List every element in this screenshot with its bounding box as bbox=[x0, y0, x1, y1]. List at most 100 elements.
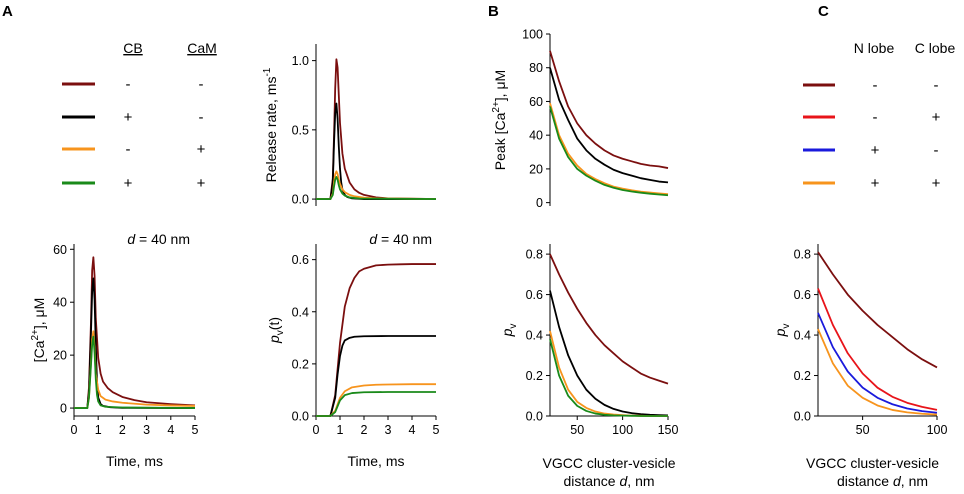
y-tick-label: 0.5 bbox=[292, 123, 309, 137]
x-tick-label: 100 bbox=[612, 423, 633, 437]
x-tick-label: 4 bbox=[167, 423, 174, 437]
y-tick-label: 0.6 bbox=[526, 288, 543, 302]
y-tick-label: 60 bbox=[53, 243, 67, 257]
series-line-3 bbox=[817, 328, 938, 416]
y-tick-label: 0.4 bbox=[526, 329, 543, 343]
x-tick-label: 0 bbox=[313, 423, 320, 437]
annotation-distance: d = 40 nm bbox=[127, 231, 190, 247]
series-line-2 bbox=[549, 330, 668, 417]
series-line-0 bbox=[74, 256, 196, 409]
x-axis-label: Time, ms bbox=[347, 453, 404, 469]
annotation-distance: d = 40 nm bbox=[369, 231, 432, 247]
series-line-3 bbox=[316, 176, 437, 200]
y-axis-label: pv bbox=[499, 324, 519, 338]
x-axis-label-line2: distance d, nm bbox=[837, 473, 928, 489]
x-tick-label: 3 bbox=[143, 423, 150, 437]
legend-a-sign-3-0: + bbox=[124, 175, 133, 192]
x-axis-label: VGCC cluster-vesicle bbox=[806, 455, 939, 471]
y-tick-label: 0.2 bbox=[292, 357, 309, 371]
legend-a-sign-0-1: - bbox=[199, 76, 204, 93]
x-tick-label: 2 bbox=[119, 423, 126, 437]
legend-c-sign-2-1: - bbox=[934, 142, 939, 159]
series-line-3 bbox=[316, 391, 436, 417]
x-tick-label: 50 bbox=[570, 423, 584, 437]
y-tick-label: 1.0 bbox=[292, 54, 309, 68]
legend-c-rows: - - - + + - + + bbox=[803, 77, 941, 192]
legend-a-sign-3-1: + bbox=[197, 175, 206, 192]
x-tick-label: 150 bbox=[658, 423, 679, 437]
chart-calcium-time: 0 20 40 60 0 1 2 3 4 5 Time, ms [Ca2+], μM d = 40 nm bbox=[30, 231, 199, 469]
panel-letter-c: C bbox=[818, 3, 829, 20]
panel-letter-b: B bbox=[488, 3, 499, 20]
series-line-1 bbox=[817, 288, 938, 411]
y-tick-label: 0.0 bbox=[292, 193, 309, 207]
y-tick-label: 20 bbox=[529, 162, 543, 176]
legend-c-sign-0-0: - bbox=[873, 77, 878, 94]
x-tick-label: 100 bbox=[927, 423, 948, 437]
legend-c-sign-1-1: + bbox=[932, 109, 941, 126]
legend-a: CB CaM - - + - - + + + bbox=[62, 40, 217, 192]
x-tick-label: 3 bbox=[385, 423, 392, 437]
y-tick-label: 0.2 bbox=[794, 369, 811, 383]
chart-pv-distance-c: 0.0 0.2 0.4 0.6 0.8 50 100 VGCC cluster-vesicle… bbox=[772, 244, 947, 489]
legend-c-sign-3-1: + bbox=[932, 175, 941, 192]
y-tick-label: 0.4 bbox=[794, 329, 811, 343]
legend-a-sign-0-0: - bbox=[126, 76, 131, 93]
x-tick-label: 5 bbox=[192, 423, 199, 437]
y-tick-label: 100 bbox=[522, 28, 543, 42]
y-tick-label: 0.8 bbox=[794, 248, 811, 262]
y-tick-label: 0 bbox=[60, 402, 67, 416]
series-line-3 bbox=[549, 106, 669, 197]
y-axis-label: pv(t) bbox=[266, 317, 286, 344]
legend-a-header-cam: CaM bbox=[187, 40, 217, 56]
legend-a-sign-2-0: - bbox=[126, 141, 131, 158]
y-axis-label: Release rate, ms-1 bbox=[262, 67, 279, 182]
series-line-0 bbox=[549, 253, 669, 385]
series-line-0 bbox=[316, 263, 436, 417]
series-line-2 bbox=[549, 102, 669, 196]
y-tick-label: 0.8 bbox=[526, 248, 543, 262]
y-tick-label: 20 bbox=[53, 349, 67, 363]
series-line-2 bbox=[817, 312, 938, 414]
y-tick-label: 60 bbox=[529, 95, 543, 109]
legend-c-header-n-lobe: N lobe bbox=[854, 40, 895, 56]
y-axis-label: Peak [Ca2+], μM bbox=[491, 70, 508, 170]
legend-c-sign-0-1: - bbox=[934, 77, 939, 94]
legend-c-sign-2-0: + bbox=[871, 142, 880, 159]
x-tick-label: 0 bbox=[71, 423, 78, 437]
series-line-3 bbox=[74, 335, 196, 409]
chart-pv-time: 0.0 0.2 0.4 0.6 0 1 2 3 4 5 Time, ms pv(t) d = 40 nm bbox=[266, 231, 440, 469]
chart-pv-distance-b: 0.0 0.2 0.4 0.6 0.8 50 100 150 VGCC cluster-vesi… bbox=[499, 244, 678, 489]
x-tick-label: 50 bbox=[856, 423, 870, 437]
legend-a-sign-1-1: - bbox=[199, 109, 204, 126]
series-line-3 bbox=[549, 338, 668, 417]
x-axis-label: Time, ms bbox=[106, 453, 163, 469]
panel-letter-a: A bbox=[2, 3, 13, 20]
series-line-0 bbox=[817, 251, 938, 369]
legend-c-sign-3-0: + bbox=[871, 175, 880, 192]
x-tick-label: 1 bbox=[95, 423, 102, 437]
legend-a-rows: - - + - - + + + bbox=[62, 76, 206, 192]
series-line-0 bbox=[549, 50, 669, 169]
x-axis-label: VGCC cluster-vesicle bbox=[542, 455, 675, 471]
legend-c-header-c-lobe: C lobe bbox=[915, 40, 956, 56]
legend-a-sign-1-0: + bbox=[124, 109, 133, 126]
y-tick-label: 40 bbox=[529, 129, 543, 143]
x-tick-label: 2 bbox=[361, 423, 368, 437]
x-tick-label: 1 bbox=[337, 423, 344, 437]
y-tick-label: 0.0 bbox=[526, 410, 543, 424]
legend-c-sign-1-0: - bbox=[873, 109, 878, 126]
series-line-1 bbox=[549, 67, 669, 184]
y-tick-label: 0.4 bbox=[292, 305, 309, 319]
y-tick-label: 0.6 bbox=[292, 253, 309, 267]
series-line-1 bbox=[549, 290, 669, 417]
y-tick-label: 0 bbox=[536, 196, 543, 210]
x-axis-label-line2: distance d, nm bbox=[563, 473, 654, 489]
y-tick-label: 80 bbox=[529, 61, 543, 75]
chart-peak-calcium: 0 20 40 60 80 100 Peak [Ca2+], μM bbox=[491, 28, 669, 210]
y-tick-label: 0.2 bbox=[526, 369, 543, 383]
chart-release-rate: 0.0 0.5 1.0 Release rate, ms-1 bbox=[262, 44, 437, 207]
legend-a-sign-2-1: + bbox=[197, 141, 206, 158]
y-tick-label: 0.6 bbox=[794, 288, 811, 302]
